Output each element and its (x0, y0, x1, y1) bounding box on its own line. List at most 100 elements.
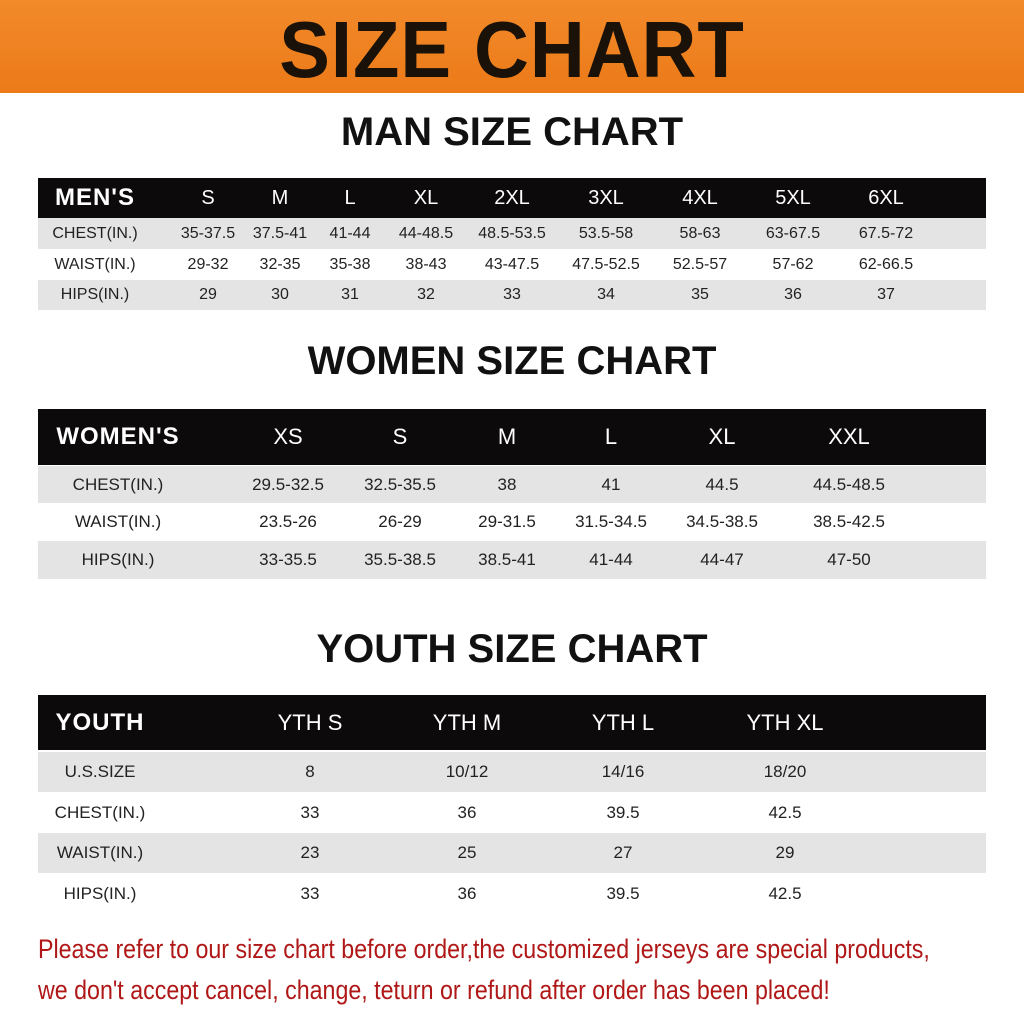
youth-heading: YOUTH SIZE CHART (316, 627, 708, 671)
size-header: 3XL (588, 186, 624, 209)
table-cell: 47-50 (827, 550, 871, 569)
table-cell: 42.5 (768, 883, 802, 903)
table-cell: 62-66.5 (858, 256, 914, 273)
table-cell: 29-31.5 (478, 511, 536, 531)
table-cell: 53.5-58 (578, 224, 634, 242)
size-header: L (344, 186, 356, 209)
measure-label: CHEST(IN.) (54, 803, 146, 822)
table-cell: 33 (503, 286, 521, 303)
table-cell: 29.5-32.5 (252, 474, 324, 494)
notice-line-1: Please refer to our size chart before or… (38, 934, 930, 964)
measure-label: WAIST(IN.) (54, 256, 136, 273)
table-cell: 35-38 (329, 256, 371, 273)
size-header: XXL (828, 424, 870, 449)
table-cell: 32 (417, 286, 435, 303)
measure-label: WAIST(IN.) (74, 511, 162, 531)
measure-label: CHEST(IN.) (52, 224, 138, 242)
table-row: CHEST(IN.) 33 36 39.5 42.5 (38, 793, 986, 833)
table-row: HIPS(IN.) 33 36 39.5 42.5 (38, 874, 986, 913)
table-cell: 43-47.5 (484, 256, 540, 273)
table-cell: 38-43 (405, 256, 447, 273)
table-cell: 41-44 (329, 224, 371, 242)
table-cell: 36 (784, 286, 802, 303)
table-cell: 37 (877, 286, 895, 303)
table-cell: 38.5-42.5 (813, 511, 885, 531)
table-cell: 41 (601, 474, 621, 494)
table-cell: 44.5-48.5 (813, 474, 885, 494)
size-header: 4XL (682, 186, 718, 209)
table-cell: 27 (613, 843, 633, 862)
size-header: YTH M (432, 709, 502, 735)
size-header: M (271, 186, 289, 209)
measure-label: CHEST(IN.) (72, 474, 164, 494)
table-cell: 38 (497, 474, 517, 494)
table-cell: 36 (457, 883, 477, 903)
measure-label: WAIST(IN.) (56, 843, 144, 862)
size-header: 5XL (775, 186, 811, 209)
table-cell: 18/20 (763, 762, 807, 781)
size-header: YTH L (591, 709, 655, 735)
size-header: S (392, 424, 408, 449)
table-cell: 26-29 (378, 511, 422, 531)
table-cell: 58-63 (679, 224, 721, 242)
table-cell: 34 (597, 286, 615, 303)
table-row: HIPS(IN.) 29 30 31 32 33 34 35 36 37 (38, 280, 986, 310)
size-header: 6XL (868, 186, 904, 209)
table-cell: 25 (457, 843, 477, 862)
table-cell: 39.5 (606, 883, 640, 903)
size-header: S (201, 186, 215, 209)
table-title: MEN'S (54, 184, 136, 211)
table-row: CHEST(IN.) 29.5-32.5 32.5-35.5 38 41 44.5 44.5… (38, 466, 986, 503)
measure-label: HIPS(IN.) (63, 883, 137, 903)
title-banner: SIZE CHART (0, 0, 1024, 94)
table-cell: 35.5-38.5 (364, 550, 436, 569)
table-cell: 35-37.5 (180, 224, 236, 242)
table-cell: 37.5-41 (252, 224, 308, 242)
measure-label: HIPS(IN.) (81, 550, 155, 569)
table-cell: 36 (457, 803, 477, 822)
table-cell: 23 (300, 843, 320, 862)
table-cell: 31 (341, 286, 359, 303)
table-cell: 29-32 (187, 256, 229, 273)
women-header-row: WOMEN'S XS S M L XL XXL (38, 409, 986, 465)
table-cell: 41-44 (589, 550, 633, 569)
table-cell: 30 (271, 286, 289, 303)
table-cell: 23.5-26 (259, 511, 317, 531)
table-title: YOUTH (55, 708, 145, 736)
table-cell: 29 (775, 843, 795, 862)
table-cell: 67.5-72 (858, 224, 914, 242)
table-cell: 31.5-34.5 (575, 511, 647, 531)
table-row: WAIST(IN.) 23.5-26 26-29 29-31.5 31.5-34.5 34… (38, 503, 986, 540)
table-cell: 57-62 (772, 256, 814, 273)
table-cell: 47.5-52.5 (572, 256, 640, 273)
table-cell: 44-48.5 (398, 224, 454, 242)
table-cell: 34.5-38.5 (686, 511, 758, 531)
table-cell: 32.5-35.5 (364, 474, 436, 494)
table-title: WOMEN'S (56, 423, 180, 450)
table-cell: 35 (691, 286, 709, 303)
table-row: HIPS(IN.) 33-35.5 35.5-38.5 38.5-41 41-44 44-… (38, 541, 986, 579)
size-header: XL (413, 186, 439, 209)
men-heading: MAN SIZE CHART (340, 110, 684, 154)
notice-line-2: we don't accept cancel, change, teturn o… (38, 975, 830, 1005)
table-cell: 48.5-53.5 (478, 224, 546, 242)
table-cell: 44-47 (700, 550, 744, 569)
size-header: XS (273, 424, 303, 449)
table-cell: 32-35 (259, 256, 301, 273)
size-header: XL (708, 424, 736, 449)
size-header: M (497, 424, 517, 449)
measure-label: HIPS(IN.) (60, 286, 130, 303)
size-header: 2XL (494, 186, 530, 209)
men-header-row: MEN'S S M L XL 2XL 3XL 4XL 5XL 6XL (38, 178, 986, 218)
table-row: CHEST(IN.) 35-37.5 37.5-41 41-44 44-48.5 48.5… (38, 218, 986, 249)
table-cell: 39.5 (606, 803, 640, 822)
table-cell: 8 (305, 762, 315, 781)
table-cell: 33-35.5 (259, 550, 317, 569)
table-cell: 63-67.5 (765, 224, 821, 242)
table-cell: 33 (300, 883, 320, 903)
table-cell: 29 (199, 286, 217, 303)
table-cell: 33 (300, 803, 320, 822)
table-cell: 52.5-57 (672, 256, 728, 273)
youth-header-row: YOUTH YTH S YTH M YTH L YTH XL (38, 695, 986, 750)
table-cell: 42.5 (768, 803, 802, 822)
